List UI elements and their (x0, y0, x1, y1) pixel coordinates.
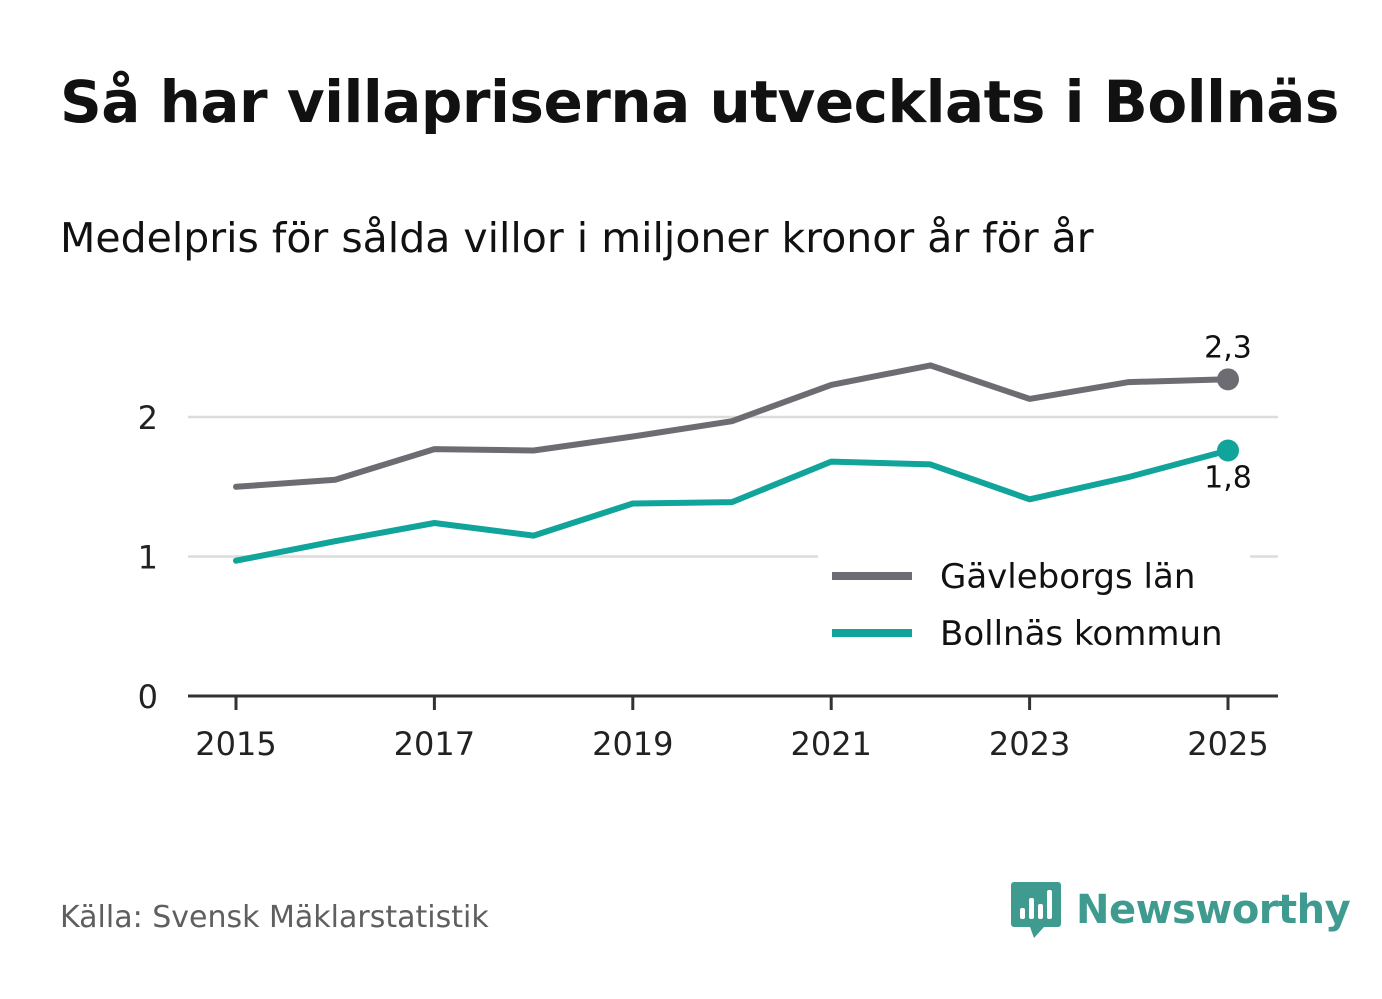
end-value-label-0: 2,3 (1204, 330, 1252, 365)
y-tick-label: 1 (138, 539, 158, 577)
source-note: Källa: Svensk Mäklarstatistik (60, 900, 489, 935)
end-value-label-1: 1,8 (1204, 460, 1252, 495)
x-tick-label: 2017 (394, 725, 475, 763)
x-tick-label: 2019 (592, 725, 673, 763)
series-line-0 (233, 362, 1231, 490)
chart-title: Så har villapriserna utvecklats i Bollnä… (60, 68, 1339, 136)
brand-name: Newsworthy (1076, 887, 1351, 933)
x-tick-label: 2025 (1187, 725, 1268, 763)
end-point-marker-1 (1217, 439, 1239, 462)
x-tick-label: 2015 (195, 725, 276, 763)
x-tick-label: 2021 (790, 725, 871, 763)
x-tick-label: 2023 (989, 725, 1070, 763)
series-line-1 (233, 447, 1231, 564)
end-point-marker-0 (1217, 368, 1239, 391)
y-tick-label: 0 (138, 678, 158, 716)
y-tick-label: 2 (138, 399, 158, 437)
brand: Newsworthy (1010, 880, 1351, 940)
newsworthy-logo-icon (1011, 882, 1061, 938)
legend-label-0: Gävleborgs län (940, 557, 1195, 597)
legend-label-1: Bollnäs kommun (940, 614, 1223, 654)
chart-subtitle: Medelpris för sålda villor i miljoner kr… (60, 214, 1094, 262)
legend-background (818, 552, 1250, 664)
